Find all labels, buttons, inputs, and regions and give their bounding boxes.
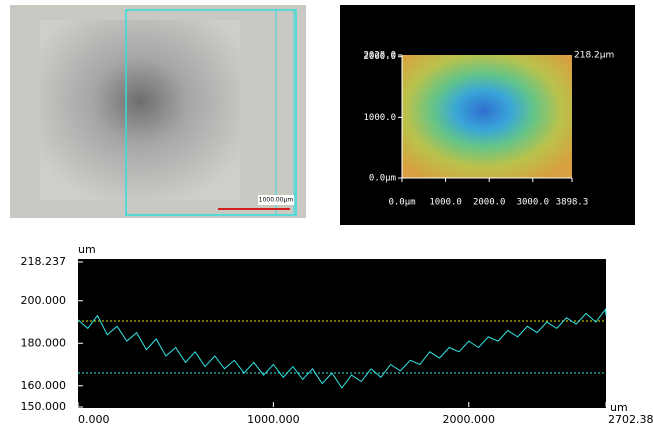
x-tick-label: 0.0μm [388,198,415,208]
x-axis-label: um [610,401,628,414]
x-tick-label: 1000.000 [247,413,300,426]
profile-panel [78,259,606,408]
x-tick-label: 2000.0 [473,198,506,208]
x-tick-label: 2702.389 [608,413,653,426]
y-tick-label: 1000.0 [363,113,396,123]
micrograph: 1000.00μm [10,5,306,218]
dark-region [40,20,240,200]
x-tick-label: 3000.0 [517,198,550,208]
scale-label: 1000.00μm [259,197,294,204]
z-label: 218.2μm [574,51,614,61]
y-axis-label: um [78,243,96,256]
y-tick-label: 180.000 [21,336,67,349]
y-tick-label: 0.0μm [369,174,396,184]
y-tick-label: 160.000 [21,379,67,392]
y-tick-label: 218.237 [21,255,67,268]
x-tick-label: 1000.0 [429,198,462,208]
y-tick-label: 200.000 [21,294,67,307]
x-tick-label: 0.000 [78,413,110,426]
heatmap [402,55,572,178]
x-tick-label: 2000.000 [443,413,496,426]
y-tick-label: 2028.0 [363,51,396,61]
x-tick-label: 3898.3 [556,198,589,208]
y-tick-label: 150.000 [21,400,67,413]
